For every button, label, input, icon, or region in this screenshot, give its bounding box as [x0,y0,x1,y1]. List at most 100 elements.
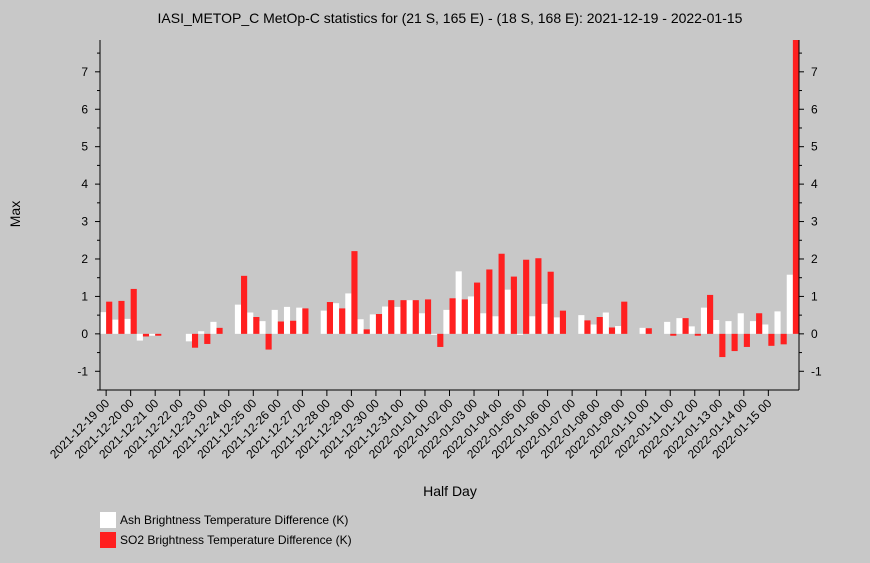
bar-so2 [792,40,799,334]
legend-item-so2: SO2 Brightness Temperature Difference (K… [100,532,352,548]
bar-ash [283,306,291,334]
bar-ash [762,324,769,334]
legend-label-ash: Ash Brightness Temperature Difference (K… [120,513,349,527]
bar-so2 [621,301,628,334]
bar-ash [234,304,242,334]
bar-ash [602,312,609,334]
bar-so2 [768,333,775,346]
bar-ash [516,333,524,335]
bar-so2 [118,300,125,334]
y-tick-label: 0 [81,327,88,341]
bar-so2 [449,298,456,334]
bar-so2 [547,271,554,334]
y-tick-label: 5 [811,140,818,154]
chart-title: IASI_METOP_C MetOp-C statistics for (21 … [158,10,743,26]
bar-ash [382,306,389,334]
bar-ash [541,303,548,334]
y-tick-label: 7 [811,65,818,79]
legend-swatch-so2 [100,532,116,548]
bar-ash [749,321,757,334]
bar-ash [664,321,671,334]
bar-so2 [780,333,787,345]
bar-so2 [253,317,260,334]
y-tick-label: -1 [811,364,822,378]
bar-so2 [326,302,333,334]
bar-so2 [265,333,272,350]
y-tick-label: 3 [81,215,88,229]
bar-ash [443,309,450,334]
bar-ash [529,316,536,334]
y-tick-label: -1 [77,364,88,378]
bar-so2 [523,259,530,334]
bar-so2 [694,333,701,336]
bar-ash [271,309,278,334]
bar-ash [553,317,560,334]
y-tick-label: 1 [811,289,818,303]
bar-so2 [388,300,395,334]
y-tick-label: 6 [811,102,818,116]
bar-so2 [756,313,763,334]
bar-ash [492,316,499,334]
bar-so2 [241,275,248,334]
bar-ash [786,274,793,334]
bar-ash [431,333,438,335]
bar-so2 [682,318,689,334]
bar-ash [369,314,376,334]
bar-so2 [645,328,652,334]
bar-ash [124,318,131,334]
bar-so2 [400,300,407,334]
bar-so2 [351,251,358,334]
bar-ash [320,310,327,334]
bar-ash [100,312,107,334]
bar-so2 [204,333,211,344]
bar-so2 [424,299,432,334]
bar-so2 [608,327,616,334]
bar-so2 [486,269,493,334]
bar-ash [333,303,340,334]
bar-so2 [559,310,566,334]
bar-ash [198,331,205,334]
bar-ash [455,271,462,334]
y-tick-label: 5 [81,140,88,154]
bar-so2 [155,333,162,336]
bar-ash [504,289,511,334]
legend-item-ash: Ash Brightness Temperature Difference (K… [100,512,348,528]
bar-so2 [461,299,468,334]
bar-ash [259,321,266,334]
bar-ash [210,321,217,334]
bar-ash [688,326,695,334]
y-axis-label: Max [7,201,23,227]
bar-so2 [290,320,297,334]
y-tick-label: 1 [81,289,88,303]
bar-ash [136,333,143,341]
bar-so2 [142,333,150,337]
bar-so2 [670,333,677,336]
bar-ash [406,300,413,334]
bar-ash [112,319,119,334]
bar-ash [357,319,364,334]
bar-ash [345,293,352,334]
bar-ash [639,327,646,334]
bar-ash [774,311,781,334]
y-tick-label: 2 [81,252,88,266]
y-tick-label: 3 [811,215,818,229]
bar-ash [578,315,585,334]
bar-ash [418,313,425,334]
bar-ash [615,325,622,334]
bar-so2 [437,333,444,347]
bar-ash [296,307,303,334]
bar-ash [713,320,720,334]
bar-so2 [106,301,113,334]
bar-ash [700,307,708,334]
y-tick-label: 6 [81,102,88,116]
bar-so2 [707,294,714,334]
bar-ash [149,333,156,336]
bar-so2 [596,317,603,334]
legend-label-so2: SO2 Brightness Temperature Difference (K… [120,533,352,547]
bar-so2 [339,308,346,334]
bar-so2 [498,253,505,334]
bar-so2 [412,300,419,334]
y-tick-label: 7 [81,65,88,79]
